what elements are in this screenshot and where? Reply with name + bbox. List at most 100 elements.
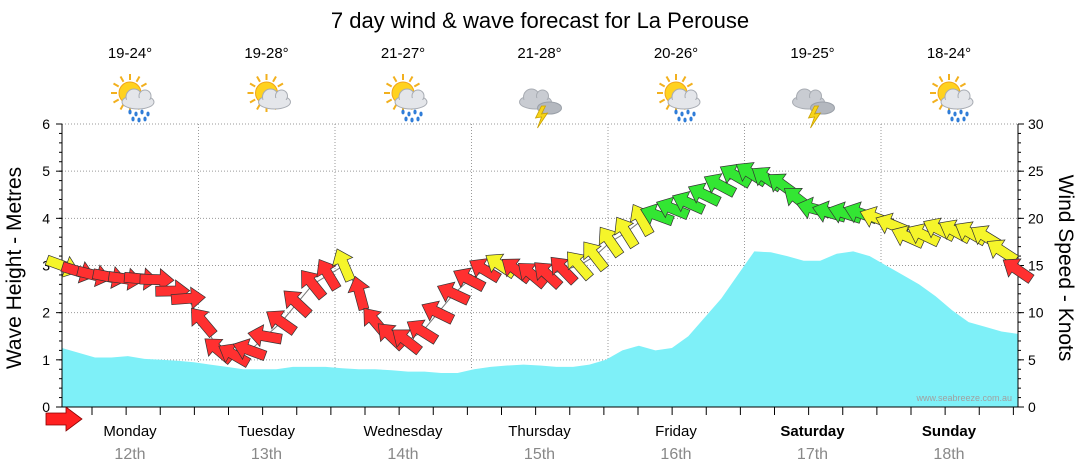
wind-arrow <box>392 329 423 356</box>
wind-arrow <box>347 275 371 311</box>
rain-drop <box>137 117 141 123</box>
sun-ray <box>386 98 393 104</box>
cloud <box>396 98 426 108</box>
right-tick-label: 10 <box>1028 305 1044 321</box>
day-label: Sunday <box>922 423 977 440</box>
cloud <box>810 101 835 115</box>
right-tick-label: 20 <box>1028 210 1044 226</box>
rain-drop <box>131 116 135 122</box>
sun-ray <box>272 76 277 83</box>
wind-arrow <box>655 196 691 220</box>
sun-ray <box>938 76 944 83</box>
storm-icon <box>519 88 562 129</box>
wind-arrow-shape <box>534 262 564 290</box>
sun-ray <box>932 82 939 88</box>
wind-arrow-shape <box>191 307 218 339</box>
wind-arrow-shape <box>232 338 268 362</box>
wind-arrow <box>301 269 328 301</box>
day-label: Tuesday <box>238 423 295 440</box>
sun-ray <box>659 98 666 104</box>
storm-icon <box>792 88 835 129</box>
rain-drop <box>401 109 405 115</box>
sun-ray <box>408 76 414 83</box>
sun-ray <box>119 76 125 83</box>
rain-drop <box>140 109 144 115</box>
wind-arrow <box>469 258 502 284</box>
day-label: Saturday <box>780 423 845 440</box>
wind-arrow <box>567 251 594 282</box>
day-date: 16th <box>660 446 691 463</box>
sun-cloud-rain-icon <box>930 74 974 123</box>
wind-arrow-shape <box>469 258 502 284</box>
right-tick-label: 25 <box>1028 163 1044 179</box>
wind-arrow-shape <box>583 241 610 273</box>
wind-arrow-shape <box>453 267 487 292</box>
rain-drop <box>959 109 963 115</box>
wind-arrow <box>453 267 487 292</box>
wind-arrow <box>218 343 252 368</box>
wind-arrow <box>170 286 206 310</box>
rain-drop <box>950 116 954 122</box>
day-temp: 21-27° <box>381 45 425 62</box>
day-date: 13th <box>251 446 282 463</box>
right-tick-label: 5 <box>1028 352 1036 368</box>
cloud <box>259 98 290 108</box>
wind-arrow <box>436 281 471 306</box>
sun-ray <box>413 82 420 88</box>
day-label: Wednesday <box>364 423 443 440</box>
day-label: Friday <box>655 423 697 440</box>
wind-arrow-shape <box>687 182 722 207</box>
left-tick-label: 4 <box>42 210 50 226</box>
rain-drop <box>956 117 960 123</box>
sun-ray <box>959 82 966 88</box>
sun-ray <box>686 82 693 88</box>
wind-arrow-shape <box>247 324 283 348</box>
sun-ray <box>659 82 666 88</box>
wind-arrow <box>687 182 722 207</box>
left-tick-label: 0 <box>42 399 50 415</box>
day-date: 14th <box>387 446 418 463</box>
wind-arrow-shape <box>266 310 298 336</box>
wind-arrow <box>534 262 564 290</box>
wind-arrow-shape <box>392 329 423 356</box>
time-marker-arrow <box>45 406 83 432</box>
wind-arrow-shape <box>640 203 675 227</box>
wind-arrow <box>907 223 942 248</box>
cloud <box>537 101 562 115</box>
rain-drop <box>419 111 423 117</box>
sun-ray <box>256 76 261 83</box>
wind-arrow <box>550 256 579 286</box>
rain-drop <box>416 116 420 122</box>
day-date: 12th <box>114 446 145 463</box>
sun-ray <box>140 82 147 88</box>
wind-arrow <box>703 173 738 198</box>
rain-drop <box>692 111 696 117</box>
wind-arrow <box>640 203 675 227</box>
right-axis-label: Wind Speed - Knots <box>1054 175 1077 362</box>
wind-arrow-shape <box>316 258 342 292</box>
lightning-bolt <box>807 105 822 129</box>
rain-drop <box>128 109 132 115</box>
wind-arrow-shape <box>655 196 691 220</box>
right-tick-label: 30 <box>1028 116 1044 132</box>
rain-drop <box>407 111 411 117</box>
right-tick-label: 0 <box>1028 399 1036 415</box>
watermark: www.seabreeze.com.au <box>915 393 1012 403</box>
left-tick-label: 6 <box>42 116 50 132</box>
rain-drop <box>143 116 147 122</box>
cloud <box>669 98 699 108</box>
day-temp: 20-26° <box>654 45 698 62</box>
chart-title: 7 day wind & wave forecast for La Perous… <box>331 8 749 33</box>
wind-arrow-shape <box>139 268 175 292</box>
wind-arrow-shape <box>406 319 440 345</box>
sun-ray <box>277 82 284 88</box>
wind-arrow-shape <box>283 290 313 319</box>
rain-drop <box>947 109 951 115</box>
sun-cloud-icon <box>247 74 291 112</box>
cloud <box>123 98 153 108</box>
rain-drop <box>689 116 693 122</box>
sun-ray <box>932 98 939 104</box>
sun-ray <box>113 98 120 104</box>
wind-arrow <box>421 300 456 325</box>
left-axis-label: Wave Height - Metres <box>3 167 26 369</box>
